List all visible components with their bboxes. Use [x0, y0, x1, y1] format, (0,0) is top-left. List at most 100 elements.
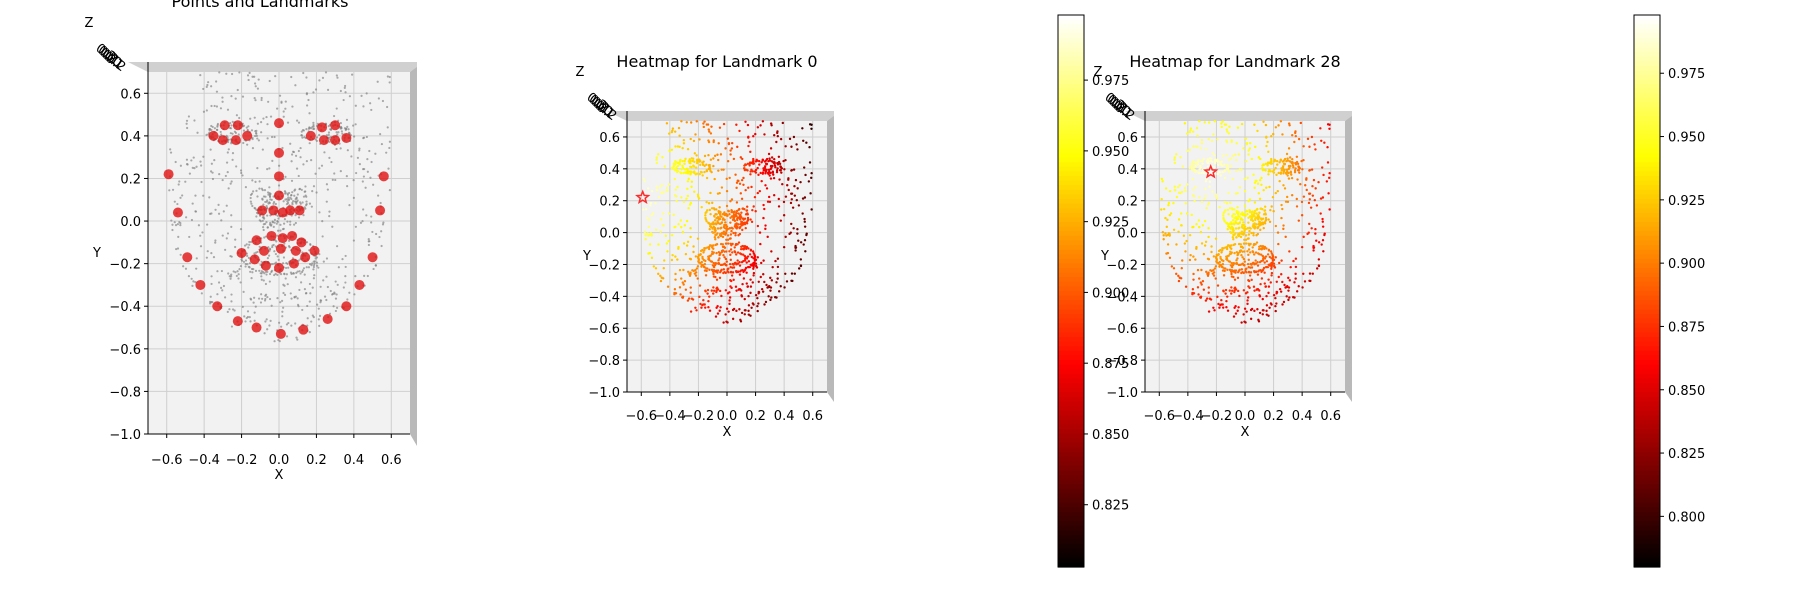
heat-point [1161, 231, 1165, 234]
mesh-point [248, 240, 251, 244]
heat-point [1258, 311, 1262, 315]
heat-point [1197, 219, 1201, 222]
heat-point [1227, 223, 1231, 226]
heat-point [735, 253, 738, 256]
heat-point [777, 205, 781, 208]
heat-point [1250, 213, 1254, 217]
x-tick-label: −0.4 [654, 409, 686, 424]
heat-point [664, 234, 668, 237]
heat-point [1206, 161, 1209, 165]
heat-point [1254, 225, 1257, 229]
heat-point [1270, 205, 1273, 208]
mesh-point [270, 269, 274, 272]
heat-point [711, 250, 714, 254]
mesh-point [247, 246, 250, 249]
heat-point [775, 140, 778, 144]
heat-point [717, 169, 720, 172]
heat-point [709, 158, 713, 161]
mesh-point [320, 164, 324, 167]
colorbar-gradient-step [1634, 240, 1660, 246]
heat-point [1283, 283, 1286, 287]
mesh-point [210, 282, 213, 286]
heat-point [792, 168, 796, 171]
mesh-point [245, 243, 248, 246]
heat-point [1232, 238, 1235, 241]
heat-point [1284, 200, 1288, 203]
heat-point [1239, 235, 1243, 239]
colorbar-gradient-step [1058, 235, 1084, 241]
heat-point [1225, 140, 1229, 144]
heat-point [1293, 140, 1296, 144]
heat-point [694, 274, 698, 277]
heat-point [679, 293, 682, 296]
mesh-point [299, 156, 302, 159]
mesh-point [323, 295, 327, 298]
mesh-point [362, 175, 365, 178]
heat-point [1250, 278, 1253, 282]
heat-point [1287, 177, 1291, 180]
heat-point [1262, 266, 1266, 270]
heat-point [1173, 161, 1177, 165]
heat-point [1310, 168, 1314, 171]
mesh-point [268, 195, 272, 199]
mesh-point [231, 152, 235, 155]
heat-point [684, 252, 688, 256]
heat-point [1288, 250, 1291, 253]
mesh-point [367, 237, 370, 241]
heat-point [644, 238, 647, 241]
colorbar-gradient-step [1058, 286, 1084, 292]
heat-point [1216, 284, 1220, 287]
heat-point [1226, 208, 1230, 212]
mesh-point [261, 297, 264, 300]
heat-point [1276, 231, 1280, 234]
mesh-point [307, 98, 310, 102]
heat-point [682, 142, 686, 145]
mesh-point [370, 221, 373, 224]
heat-point [667, 132, 671, 135]
heat-point [1229, 230, 1232, 234]
mesh-point [283, 273, 286, 276]
heat-point [701, 263, 705, 267]
heat-point [1173, 158, 1176, 161]
mesh-point [376, 80, 379, 83]
colorbar-gradient-step [1634, 525, 1660, 531]
mesh-point [230, 72, 234, 76]
mesh-point [352, 124, 355, 127]
heat-point [697, 159, 700, 162]
mesh-point [176, 247, 180, 250]
heat-point [1164, 216, 1167, 220]
mesh-point [305, 92, 309, 95]
mesh-point [260, 272, 263, 275]
heat-point [1307, 231, 1310, 234]
mesh-point [213, 159, 216, 162]
heat-point [716, 271, 719, 274]
colorbar-gradient-step [1058, 15, 1084, 21]
mesh-point [234, 97, 237, 100]
mesh-point [284, 266, 288, 270]
heat-point [1180, 224, 1183, 227]
mesh-point [225, 237, 228, 240]
mesh-point [178, 180, 181, 183]
mesh-point [246, 74, 250, 77]
heat-point [782, 214, 786, 217]
mesh-point [330, 160, 333, 164]
colorbar-gradient-step [1058, 153, 1084, 159]
heat-point [671, 253, 674, 257]
heat-point [1261, 245, 1264, 248]
heat-point [1267, 173, 1270, 176]
colorbar-gradient-step [1634, 498, 1660, 504]
mesh-point [307, 266, 311, 269]
colorbar-gradient-step [1058, 203, 1084, 209]
mesh-point [249, 196, 252, 200]
heat-point [698, 284, 702, 287]
heat-point [714, 228, 717, 232]
mesh-point [313, 262, 316, 265]
colorbar-gradient-step [1058, 189, 1084, 195]
mesh-point [287, 196, 290, 199]
mesh-point [286, 283, 289, 286]
heat-point [1244, 160, 1248, 163]
heat-point [1246, 296, 1250, 299]
heat-point [705, 170, 709, 173]
y-tick-label: 0.4 [1117, 163, 1138, 178]
heat-point [728, 212, 731, 216]
